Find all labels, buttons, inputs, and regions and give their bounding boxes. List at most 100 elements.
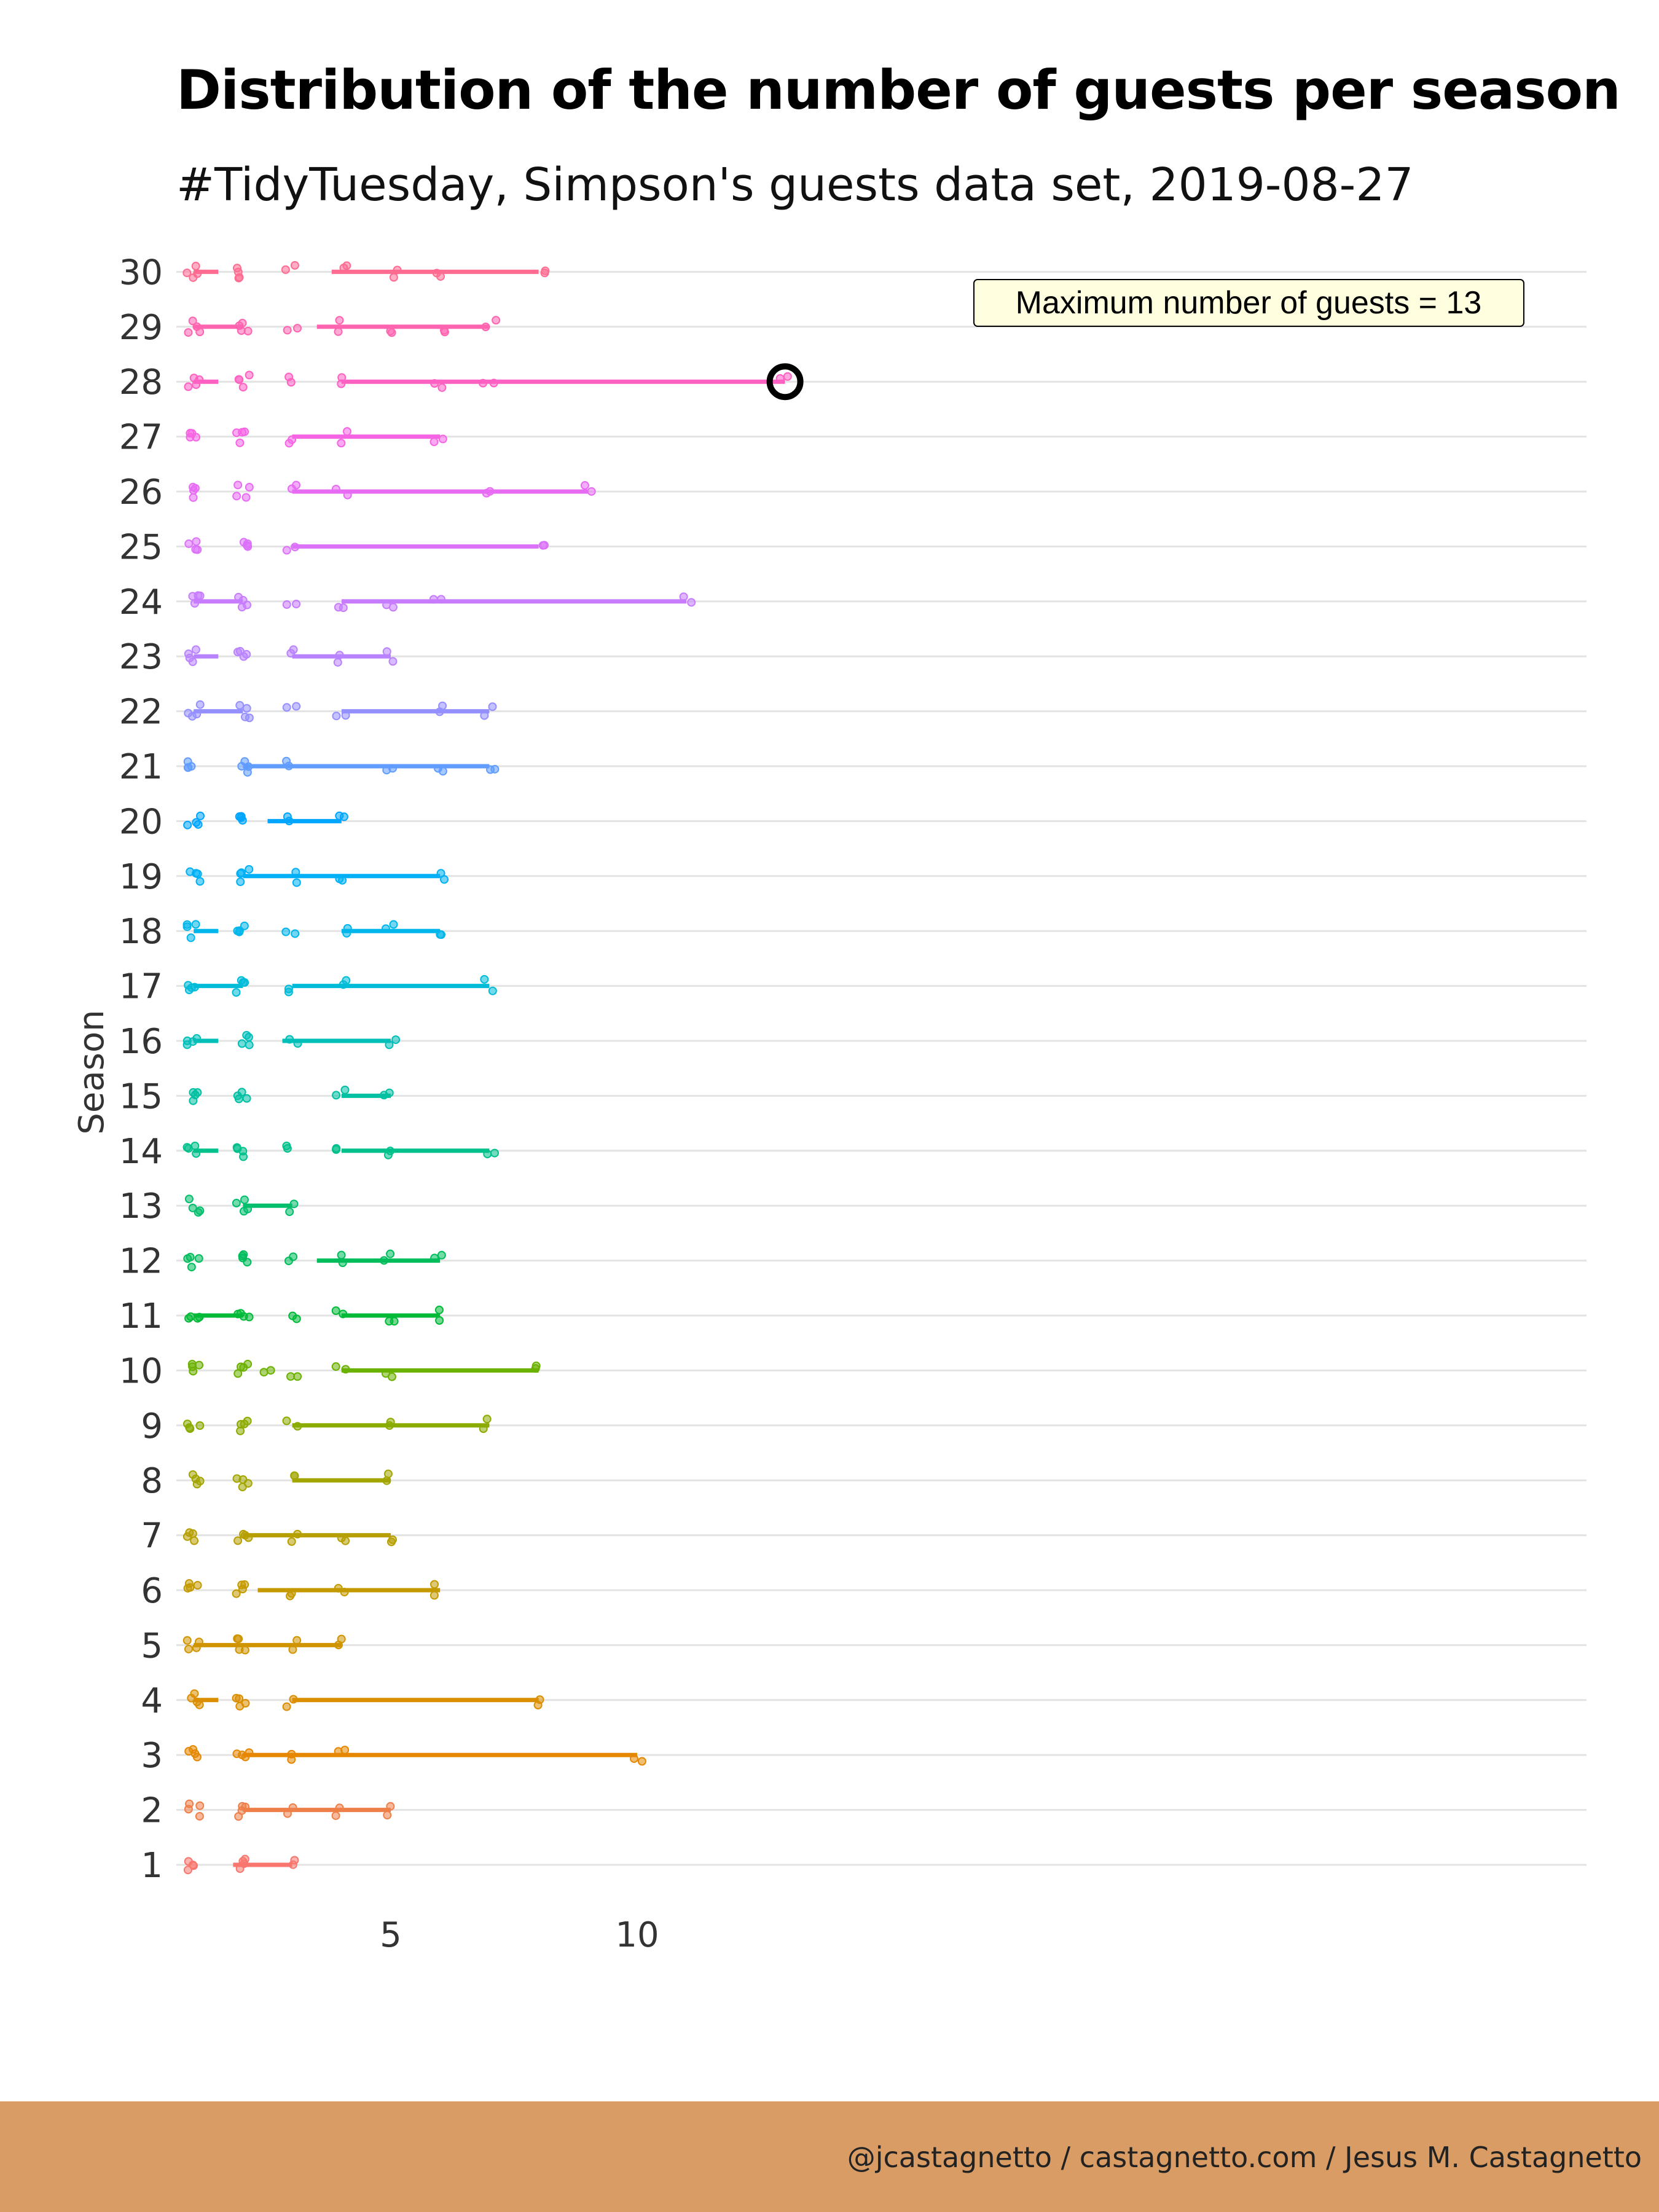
point-season-19 [236,877,245,887]
x-tick-label: 5 [380,1915,402,1955]
point-season-10 [331,1362,340,1371]
point-season-9 [236,1419,245,1429]
point-season-16 [244,1033,253,1042]
point-season-26 [189,486,198,495]
point-season-16 [182,1040,192,1049]
point-season-6 [238,1585,247,1594]
point-season-10 [341,1365,350,1374]
point-season-12 [289,1252,298,1261]
y-tick-label: 9 [141,1406,163,1446]
point-season-5 [182,1636,192,1645]
point-season-30 [432,269,441,278]
point-season-17 [240,978,249,987]
point-season-2 [335,1803,344,1813]
point-season-26 [580,481,589,490]
point-season-11 [435,1316,444,1325]
point-season-16 [237,1039,246,1048]
point-season-8 [192,1480,202,1489]
point-season-9 [282,1416,291,1426]
chart-subtitle: #TidyTuesday, Simpson's guests data set,… [176,159,1414,211]
point-season-6 [232,1589,241,1598]
y-tick-label: 3 [141,1736,163,1776]
point-season-2 [283,1809,292,1818]
point-season-25 [184,539,194,548]
point-season-29 [481,323,490,332]
point-season-19 [291,868,300,877]
point-season-3 [189,1745,198,1754]
point-season-8 [238,1482,247,1491]
point-season-28 [238,383,248,392]
point-season-10 [187,1360,197,1369]
point-season-29 [335,316,344,325]
point-season-4 [232,1693,241,1703]
point-season-22 [282,703,291,712]
point-season-11 [390,1317,399,1326]
point-season-8 [383,1469,393,1478]
point-season-8 [290,1471,299,1480]
point-season-15 [234,1094,243,1104]
point-season-11 [193,1314,202,1323]
point-season-7 [388,1535,397,1544]
point-season-25 [538,541,547,550]
point-season-25 [193,545,202,554]
point-season-2 [234,1812,243,1821]
gridlines [176,270,1586,1866]
guests-per-season-chart: 1234567891011121314151617181920212223242… [72,253,1586,1955]
point-season-27 [429,437,439,447]
point-season-24 [687,598,696,607]
annotation-box [973,279,1524,327]
point-season-7 [190,1536,199,1545]
point-season-18 [182,920,192,929]
range-segments [194,269,785,1867]
point-season-30 [182,269,192,278]
point-season-6 [286,1591,295,1601]
point-season-19 [338,876,347,885]
y-tick-label: 12 [119,1242,163,1282]
point-season-21 [183,763,192,772]
point-season-29 [188,316,197,326]
point-season-13 [289,1199,299,1209]
point-season-7 [287,1537,296,1546]
point-season-13 [285,1207,294,1217]
point-season-22 [341,711,350,720]
point-season-27 [337,439,346,448]
point-season-18 [381,924,390,933]
point-season-17 [232,988,241,997]
point-season-13 [232,1199,241,1208]
point-season-22 [184,708,193,718]
point-season-3 [629,1754,638,1763]
point-season-29 [387,328,396,337]
point-season-28 [430,379,439,388]
point-season-18 [389,920,398,929]
point-season-22 [332,712,341,721]
point-season-1 [288,1860,297,1869]
point-season-30 [233,267,243,276]
y-tick-label: 11 [119,1296,163,1336]
point-season-22 [480,711,489,720]
point-season-13 [194,1208,203,1217]
point-season-14 [192,1149,201,1158]
point-season-14 [332,1145,341,1154]
point-season-25 [291,543,300,552]
point-season-7 [244,1533,253,1542]
point-season-28 [189,374,198,383]
point-season-16 [391,1035,401,1045]
x-tick-label: 10 [615,1915,659,1955]
point-season-21 [490,764,500,774]
point-season-12 [194,1254,203,1263]
y-tick-label: 13 [119,1186,163,1226]
point-season-19 [236,869,245,878]
point-season-17 [488,986,497,995]
point-season-26 [587,487,596,496]
point-season-16 [245,1040,254,1049]
point-season-11 [233,1309,243,1319]
y-tick-label: 1 [141,1846,163,1886]
point-season-18 [186,933,195,943]
point-season-22 [235,700,245,710]
point-season-4 [289,1695,298,1704]
y-tick-label: 26 [119,473,163,512]
point-season-29 [184,328,193,337]
point-season-18 [342,928,351,938]
x-axis-ticks: 5 10 [380,1915,659,1955]
point-season-11 [339,1309,348,1319]
